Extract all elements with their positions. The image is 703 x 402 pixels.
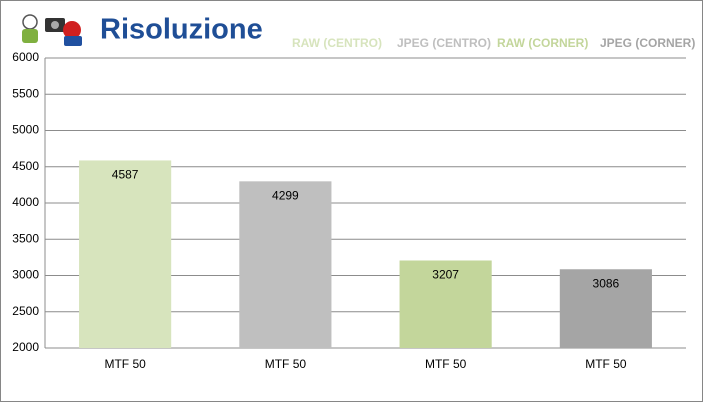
y-tick-label: 3000: [12, 268, 39, 282]
bar: [559, 269, 652, 348]
y-tick-label: 5000: [12, 123, 39, 137]
data-label: 3207: [432, 268, 459, 282]
legend-entry: JPEG (CORNER): [600, 36, 695, 50]
legend-entry: RAW (CORNER): [497, 36, 588, 50]
x-tick-label: MTF 50: [425, 357, 467, 371]
x-tick-label: MTF 50: [265, 357, 307, 371]
data-label: 4299: [272, 188, 299, 202]
bar: [79, 160, 172, 348]
legend-entry: JPEG (CENTRO): [397, 36, 491, 50]
y-tick-label: 2000: [12, 340, 39, 354]
data-label: 4587: [112, 168, 139, 182]
y-tick-label: 6000: [12, 50, 39, 64]
y-tick-label: 3500: [12, 231, 39, 245]
bar: [239, 181, 332, 348]
logo: [22, 14, 82, 46]
y-tick-label: 5500: [12, 86, 39, 100]
chart-title: Risoluzione: [100, 14, 263, 46]
y-tick-label: 4000: [12, 195, 39, 209]
x-tick-label: MTF 50: [585, 357, 627, 371]
legend-entry: RAW (CENTRO): [292, 36, 382, 50]
data-label: 3086: [593, 276, 620, 290]
x-tick-label: MTF 50: [104, 357, 146, 371]
bar: [399, 260, 492, 348]
y-tick-label: 4500: [12, 159, 39, 173]
y-tick-label: 2500: [12, 304, 39, 318]
